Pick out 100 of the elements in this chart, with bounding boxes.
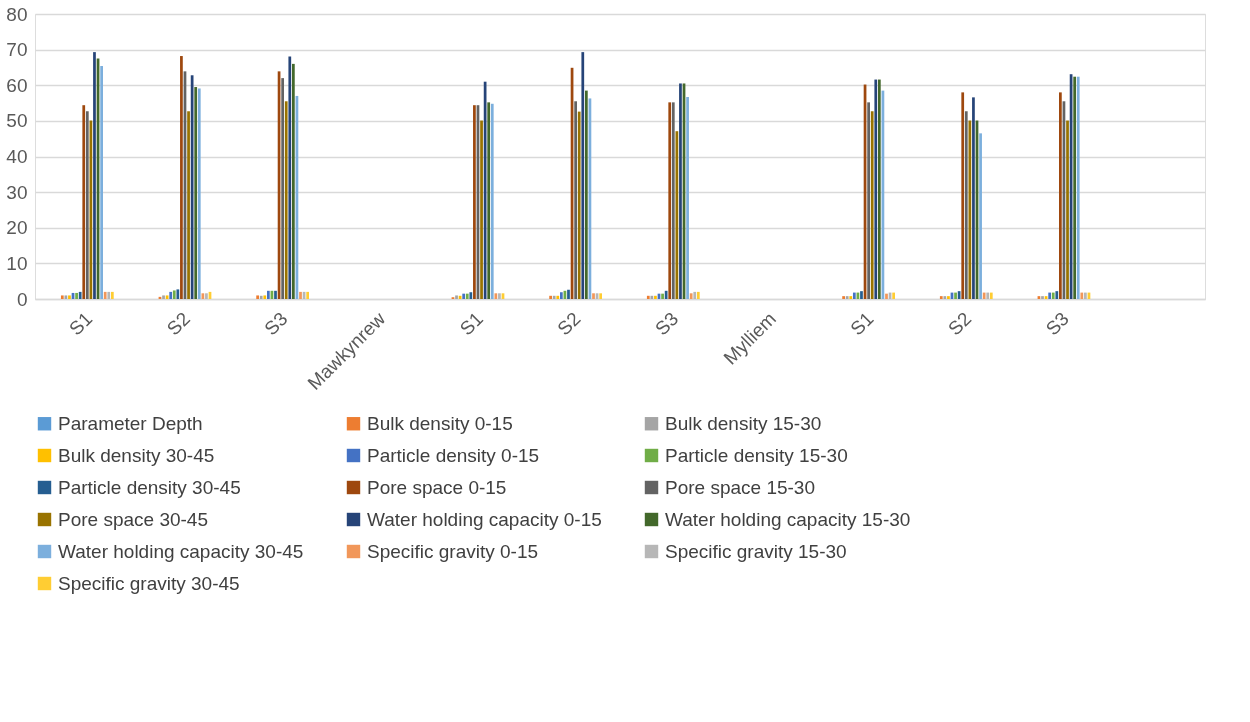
bar [947,296,950,299]
bar [292,63,295,299]
bar [263,295,267,299]
legend-label: Bulk density 15-30 [665,412,822,434]
bar [93,52,96,299]
bar [201,293,205,299]
bar [266,290,270,299]
bar [943,296,947,299]
y-tick-label: 80 [6,3,28,25]
bar [892,292,896,299]
bar [885,293,888,299]
y-tick-label: 70 [6,39,28,61]
bar [574,101,577,299]
bar [259,295,263,299]
bar [686,97,689,299]
bar [552,295,556,299]
bar [860,291,863,299]
bar [187,111,190,299]
bar [60,295,64,299]
bar [1041,296,1044,299]
x-tick-label: S2 [162,308,194,340]
bar [100,66,103,299]
bar [870,111,874,299]
bar [498,293,501,299]
bar [842,296,845,299]
x-tick-label: S3 [260,308,292,340]
bar [646,295,650,299]
legend-label: Water holding capacity 30-45 [58,540,304,562]
bar [1055,291,1059,299]
legend-label: Particle density 15-30 [665,444,848,466]
bar [982,292,986,299]
bar [299,291,302,299]
bar [1084,292,1087,299]
bar [205,293,208,299]
y-tick-label: 30 [6,181,28,203]
bar [849,296,853,299]
bar [650,295,654,299]
bar [103,291,107,299]
bar [1066,120,1069,299]
bar [284,101,288,299]
x-tick-label: S1 [846,308,878,340]
legend-label: Specific gravity 0-15 [367,540,539,562]
bar [274,290,277,299]
legend-label: Pore space 30-45 [58,508,208,530]
bar [661,293,664,299]
y-tick-label: 0 [16,288,28,310]
bar [852,292,856,299]
y-tick-label: 40 [6,146,28,167]
bar [78,291,82,299]
bar [180,56,183,299]
x-tick-label: S2 [943,308,976,340]
bar [281,78,285,299]
bar [577,111,581,299]
y-tick-label: 20 [6,217,28,239]
legend-label: Pore space 0-15 [367,476,507,498]
bar [964,111,968,299]
legend-label: Bulk density 0-15 [367,412,513,434]
bar [961,92,965,299]
bar [972,97,975,299]
y-tick-label: 10 [6,252,28,274]
bar [599,293,603,299]
bar [1080,292,1084,299]
bar [664,290,668,299]
legend-label: Water holding capacity 0-15 [367,508,602,530]
bar [1059,92,1062,299]
bar [162,295,165,299]
x-tick-label: S2 [553,308,585,340]
bar [874,79,878,299]
legend-label: Parameter Depth [58,412,203,434]
bar [654,295,657,299]
bar [968,120,972,299]
legend-label: Bulk density 30-45 [58,444,215,466]
bar [256,295,259,299]
bar [1051,292,1055,299]
bar [957,291,961,299]
bar [939,296,943,299]
bar [85,111,89,299]
legend-label: Water holding capacity 15-30 [665,508,911,530]
bar [567,289,570,299]
bar [549,295,552,299]
bar [845,296,849,299]
y-tick-label: 60 [6,74,28,96]
legend-label: Particle density 0-15 [367,444,540,466]
legend-label: Particle density 30-45 [58,476,241,498]
bar [469,292,473,299]
bar [867,102,870,299]
bar [494,293,498,299]
bar [954,292,957,299]
legend-label: Specific gravity 15-30 [665,540,847,562]
bar [584,90,588,299]
bar [306,291,310,299]
bar [82,105,86,299]
x-tick-label: S1 [455,308,487,340]
bar [480,120,483,299]
bar [75,292,78,299]
legend-label: Specific gravity 30-45 [58,572,240,594]
x-tick-label: S3 [1041,308,1073,340]
bar [176,289,180,299]
bar [979,133,982,299]
x-tick-label: S3 [650,308,683,340]
